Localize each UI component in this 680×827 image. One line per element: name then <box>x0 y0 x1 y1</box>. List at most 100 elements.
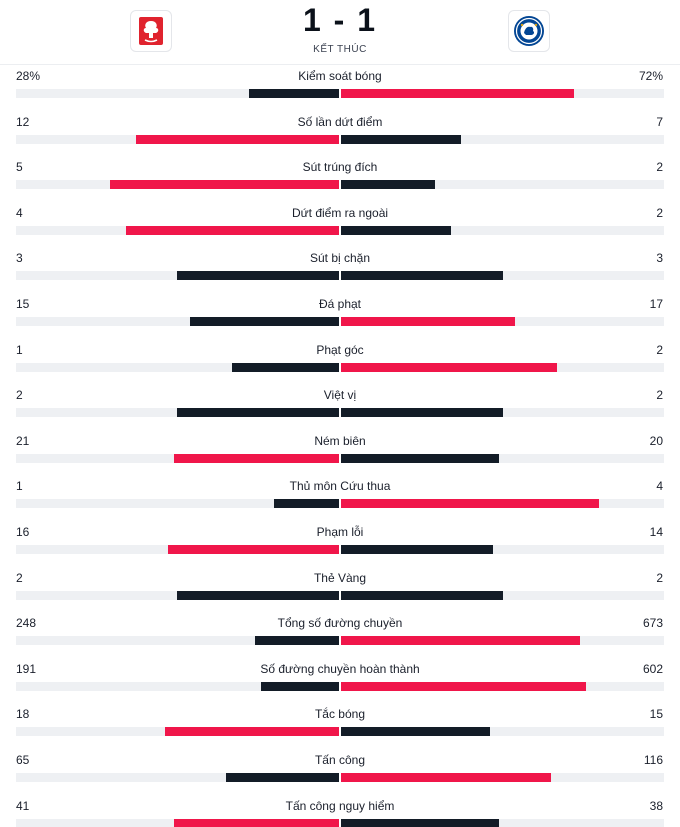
stat-home-bar <box>126 225 339 235</box>
stat-away-track <box>341 636 664 646</box>
stat-away-bar <box>341 727 490 737</box>
stat-home-value: 16 <box>16 524 30 539</box>
stat-away-value: 2 <box>656 570 663 585</box>
stat-home-bar <box>255 636 339 646</box>
stat-home-track <box>16 681 339 691</box>
home-team-logo[interactable] <box>130 10 172 52</box>
stat-home-bar <box>177 590 339 600</box>
stat-away-value: 673 <box>642 616 663 631</box>
stat-label: Đá phạt <box>318 296 362 311</box>
stat-row: 12 Số lần dứt điểm 7 <box>0 112 680 158</box>
stat-away-track <box>341 316 664 326</box>
stat-label: Phạt góc <box>316 342 364 357</box>
stat-home-track <box>16 180 339 190</box>
match-score: 1 - 1 <box>302 2 378 38</box>
stat-home-value: 4 <box>16 205 23 220</box>
stat-label: Ném biên <box>314 433 366 448</box>
stat-home-track <box>16 134 339 144</box>
stat-away-value: 38 <box>649 798 663 813</box>
stat-home-track <box>16 408 339 418</box>
stat-home-track <box>16 818 339 827</box>
stat-away-value: 602 <box>642 661 663 676</box>
stat-home-value: 41 <box>16 798 30 813</box>
stat-label: Tấn công nguy hiểm <box>285 798 395 813</box>
stat-away-track <box>341 271 664 281</box>
stat-home-bar <box>174 818 339 827</box>
stat-away-bar <box>341 408 503 418</box>
stat-away-bar <box>341 590 503 600</box>
stat-away-value: 2 <box>656 205 663 220</box>
stat-home-track <box>16 316 339 326</box>
stat-row: 41 Tấn công nguy hiểm 38 <box>0 796 680 827</box>
stat-away-value: 72% <box>638 69 663 83</box>
stat-home-value: 3 <box>16 251 23 266</box>
stat-home-bar <box>174 453 339 463</box>
stat-home-track <box>16 225 339 235</box>
stat-label: Tắc bóng <box>314 707 366 722</box>
stat-away-value: 17 <box>649 296 663 311</box>
stat-away-track <box>341 134 664 144</box>
stat-home-bar <box>177 271 339 281</box>
stat-away-track <box>341 499 664 509</box>
stat-away-track <box>341 362 664 372</box>
stat-away-track <box>341 453 664 463</box>
stat-home-track <box>16 772 339 782</box>
stat-row: 16 Phạm lỗi 14 <box>0 522 680 568</box>
stats-list: 28% Kiểm soát bóng 72% 12 Số lần dứt điểm 7 5 S… <box>0 66 680 827</box>
stat-away-bar <box>341 271 503 281</box>
stat-home-bar <box>249 89 339 98</box>
stat-away-track <box>341 590 664 600</box>
stat-away-track <box>341 681 664 691</box>
stat-away-value: 2 <box>656 160 663 175</box>
stat-row: 28% Kiểm soát bóng 72% <box>0 66 680 112</box>
stat-away-bar <box>341 316 515 326</box>
stat-label: Thủ môn Cứu thua <box>289 479 391 494</box>
stat-row: 5 Sút trúng đích 2 <box>0 157 680 203</box>
match-header: 1 - 1 KẾT THÚC <box>0 0 680 64</box>
stat-row: 21 Ném biên 20 <box>0 431 680 477</box>
stat-label: Sút bị chặn <box>309 251 371 266</box>
stat-row: 65 Tấn công 116 <box>0 750 680 796</box>
stat-label: Việt vị <box>323 388 357 403</box>
stat-home-track <box>16 453 339 463</box>
stat-home-bar <box>274 499 339 509</box>
stat-home-value: 21 <box>16 433 30 448</box>
stat-home-bar <box>232 362 339 372</box>
stat-home-value: 2 <box>16 570 23 585</box>
stat-home-value: 191 <box>16 661 37 676</box>
stat-away-track <box>341 818 664 827</box>
stat-away-value: 7 <box>656 114 663 129</box>
stat-away-bar <box>341 225 451 235</box>
stat-home-value: 1 <box>16 342 23 357</box>
stat-away-track <box>341 225 664 235</box>
stat-label: Thẻ Vàng <box>313 570 367 585</box>
stat-home-value: 28% <box>16 69 41 83</box>
stat-home-value: 248 <box>16 616 37 631</box>
stat-home-value: 15 <box>16 296 30 311</box>
match-status: KẾT THÚC <box>313 44 367 55</box>
away-team-logo[interactable] <box>508 10 550 52</box>
stat-away-track <box>341 772 664 782</box>
stat-home-track <box>16 362 339 372</box>
stat-home-value: 5 <box>16 160 23 175</box>
stat-away-value: 2 <box>656 388 663 403</box>
stat-home-bar <box>177 408 339 418</box>
stat-home-track <box>16 89 339 98</box>
stat-label: Tấn công <box>314 752 366 767</box>
stat-away-value: 14 <box>649 524 663 539</box>
stat-away-value: 116 <box>643 752 663 767</box>
stat-home-track <box>16 544 339 554</box>
stat-away-bar <box>341 818 499 827</box>
stat-home-value: 2 <box>16 388 23 403</box>
stat-away-track <box>341 544 664 554</box>
stat-away-track <box>341 408 664 418</box>
chelsea-crest-icon <box>514 16 544 46</box>
stat-away-bar <box>341 772 551 782</box>
stat-away-value: 15 <box>649 707 663 722</box>
stat-away-bar <box>341 453 499 463</box>
stat-row: 15 Đá phạt 17 <box>0 294 680 340</box>
stat-home-value: 65 <box>16 752 30 767</box>
stat-away-bar <box>341 362 557 372</box>
stat-row: 2 Thẻ Vàng 2 <box>0 568 680 614</box>
stat-row: 1 Thủ môn Cứu thua 4 <box>0 476 680 522</box>
